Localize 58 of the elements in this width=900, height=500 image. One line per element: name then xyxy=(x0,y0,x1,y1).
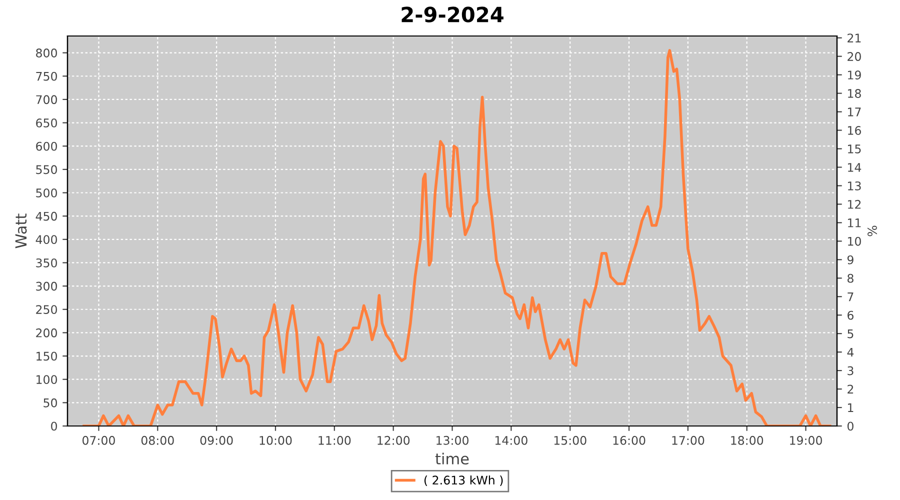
y-tick-label: 500 xyxy=(36,188,57,198)
y-tick-label: 700 xyxy=(36,95,57,104)
y2-tick-label: 12 xyxy=(848,200,861,209)
y-tick-label: 650 xyxy=(36,118,57,128)
x-tick-label: 10:00 xyxy=(260,436,292,445)
x-tick-label: 11:00 xyxy=(318,436,351,445)
y-tick-label: 0 xyxy=(51,422,57,431)
y2-tick-label: 8 xyxy=(848,274,854,283)
x-tick-label: 12:00 xyxy=(378,436,410,445)
x-tick-label: 19:00 xyxy=(790,436,822,445)
y-tick-label: 350 xyxy=(36,258,57,268)
y2-tick-label: 6 xyxy=(848,310,854,320)
y-tick-label: 800 xyxy=(36,48,57,58)
y2-tick-label: 13 xyxy=(848,181,861,190)
y2-tick-label: 16 xyxy=(848,126,861,135)
x-tick-label: 16:00 xyxy=(613,436,646,445)
y2-tick-label: 7 xyxy=(848,292,854,302)
y2-tick-label: 10 xyxy=(848,236,861,246)
x-tick-label: 07:00 xyxy=(82,436,115,445)
line-series xyxy=(82,49,832,426)
y2-tick-label: 20 xyxy=(848,52,861,61)
x-tick-label: 14:00 xyxy=(495,436,528,445)
y2-tick-label: 21 xyxy=(848,34,861,42)
y2-tick-label: 18 xyxy=(848,89,861,98)
x-tick-label: 09:00 xyxy=(200,436,233,445)
x-tick-label: 17:00 xyxy=(672,436,704,445)
y2-tick-label: 5 xyxy=(848,329,854,338)
y-tick-label: 200 xyxy=(36,328,57,338)
y2-tick-label: 3 xyxy=(848,366,854,376)
y-tick-label: 250 xyxy=(36,305,57,314)
x-tick-label: 15:00 xyxy=(554,436,586,445)
chart-title: 2-9-2024 xyxy=(402,6,504,22)
y-tick-label: 300 xyxy=(36,282,57,291)
x-tick-label: 13:00 xyxy=(436,436,468,445)
y-axis-title: Watt xyxy=(15,214,27,248)
y-tick-label: 450 xyxy=(36,212,57,221)
x-axis-title: time xyxy=(435,452,469,465)
x-tick-label: 18:00 xyxy=(731,436,764,445)
y-tick-label: 100 xyxy=(36,375,57,384)
x-tick-label: 08:00 xyxy=(141,436,174,445)
y2-tick-label: 15 xyxy=(848,144,861,154)
y-tick-label: 550 xyxy=(36,165,57,174)
y-tick-label: 150 xyxy=(36,352,57,361)
y2-tick-label: 2 xyxy=(848,384,854,394)
y-tick-label: 400 xyxy=(36,235,57,244)
y2-tick-label: 1 xyxy=(848,403,854,412)
y2-axis-title: % xyxy=(868,226,877,236)
y2-tick-label: 9 xyxy=(847,255,854,264)
legend-label: ( 2.613 kWh ) xyxy=(424,475,503,486)
y2-tick-label: 11 xyxy=(848,218,861,228)
y2-tick-label: 17 xyxy=(848,108,861,116)
y2-tick-label: 14 xyxy=(848,163,862,172)
y-tick-label: 50 xyxy=(44,398,57,408)
y-tick-label: 750 xyxy=(36,72,57,81)
y-tick-label: 600 xyxy=(36,142,57,151)
y2-tick-label: 19 xyxy=(848,70,861,80)
y2-tick-label: 4 xyxy=(847,348,854,357)
y2-tick-label: 0 xyxy=(848,422,854,431)
